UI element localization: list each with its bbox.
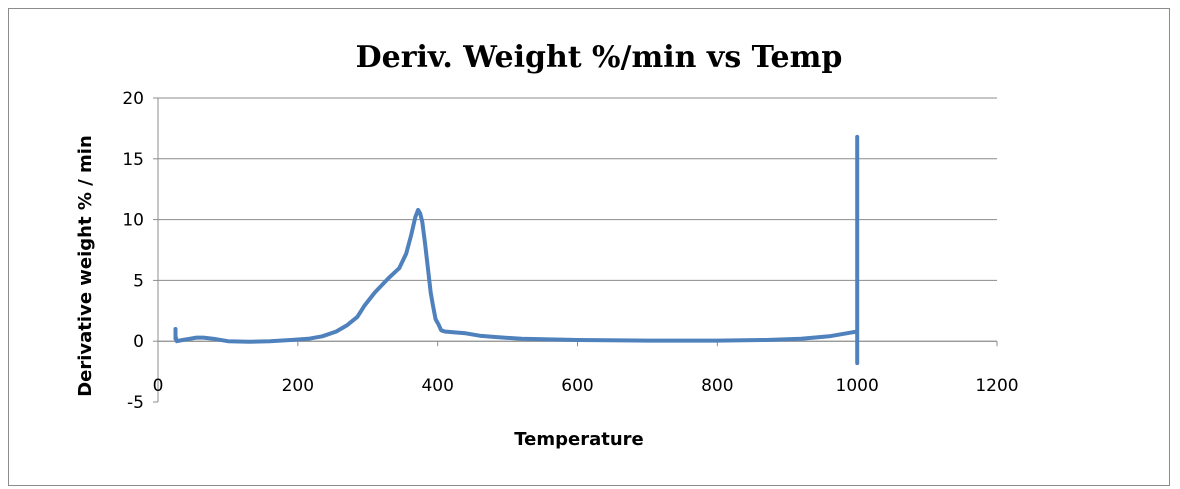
x-tick-label: 600 bbox=[561, 376, 593, 396]
x-tick-label: 1000 bbox=[836, 376, 879, 396]
x-tick-label: 1200 bbox=[975, 376, 1018, 396]
series-layer bbox=[173, 134, 860, 366]
y-tick-label: 0 bbox=[133, 332, 144, 352]
series-line-0 bbox=[173, 134, 860, 366]
chart-area: Deriv. Weight %/min vs Temp -5 0 5 10 15 20 0 2… bbox=[8, 8, 1170, 486]
y-axis-title: Derivative weight % / min bbox=[75, 135, 96, 397]
x-tick-label: 200 bbox=[282, 376, 314, 396]
y-tick-label: 15 bbox=[122, 150, 144, 170]
gridlines bbox=[158, 97, 997, 342]
x-tick-label: 0 bbox=[153, 376, 164, 396]
y-tick-label: 5 bbox=[133, 271, 144, 291]
x-axis-title: Temperature bbox=[514, 429, 643, 450]
chart-title: Deriv. Weight %/min vs Temp bbox=[356, 40, 843, 75]
x-tick-label: 800 bbox=[701, 376, 733, 396]
axes bbox=[153, 97, 998, 403]
y-tick-label: 20 bbox=[122, 89, 144, 109]
y-tick-label: -5 bbox=[127, 393, 144, 413]
y-tick-label: 10 bbox=[122, 211, 144, 231]
x-tick-label: 400 bbox=[421, 376, 453, 396]
